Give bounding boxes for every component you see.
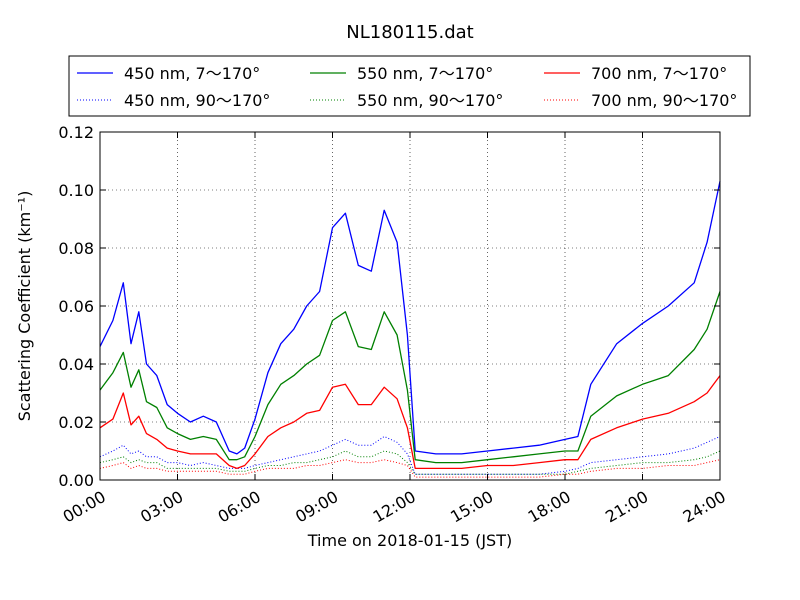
y-axis-ticks: 0.00 0.02 0.04 0.06 0.08 0.10 0.12 [58,123,720,490]
y-tick-label: 0.08 [58,239,94,258]
data-series [99,181,721,478]
y-axis-label: Scattering Coefficient (km⁻¹) [15,191,34,422]
chart-title: NL180115.dat [346,22,473,43]
y-tick-label: 0.10 [58,181,94,200]
series-line-3 [99,450,721,475]
legend-box [68,55,751,117]
legend-label-4: 700 nm, 7～170° [591,64,727,83]
y-tick-label: 0.12 [58,123,94,142]
y-tick-label: 0.04 [58,355,94,374]
grid-lines [100,132,720,480]
series-line-4 [99,375,721,470]
legend-label-3: 550 nm, 90～170° [357,91,503,110]
y-tick-label: 0.06 [58,297,94,316]
legend-label-5: 700 nm, 90～170° [591,91,737,110]
legend-label-0: 450 nm, 7～170° [124,64,260,83]
series-line-2 [99,291,721,464]
y-tick-label: 0.00 [58,471,94,490]
x-axis-label: Time on 2018-01-15 (JST) [307,531,512,550]
series-line-0 [99,181,721,455]
y-tick-label: 0.02 [58,413,94,432]
series-line-1 [99,436,721,475]
legend: 450 nm, 7～170° 450 nm, 90～170° 550 nm, 7～1… [68,55,751,117]
legend-label-2: 550 nm, 7～170° [357,64,493,83]
legend-label-1: 450 nm, 90～170° [124,91,270,110]
